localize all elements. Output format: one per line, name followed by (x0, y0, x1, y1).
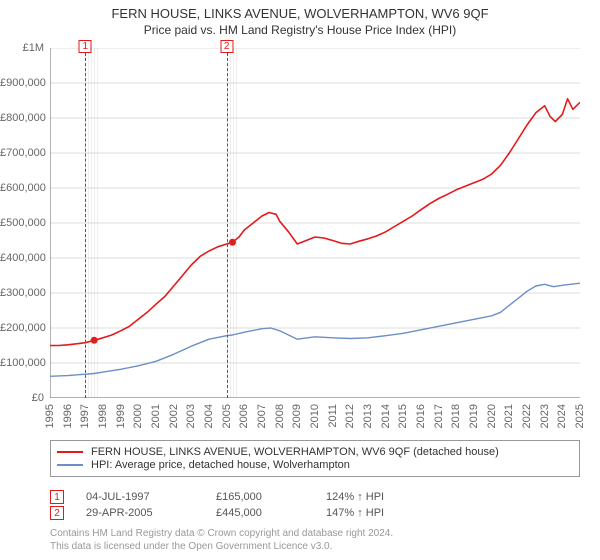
y-tick-label: £200,000 (0, 322, 44, 334)
y-tick-label: £800,000 (0, 112, 44, 124)
sale-row: 1 04-JUL-1997£165,000124% ↑ HPI (50, 490, 580, 504)
legend-item: HPI: Average price, detached house, Wolv… (57, 459, 573, 471)
sale-marker-line (85, 48, 86, 398)
sale-price: £165,000 (216, 491, 326, 503)
y-tick-label: £500,000 (0, 217, 44, 229)
x-tick-label: 2024 (556, 404, 568, 428)
footer-line-2: This data is licensed under the Open Gov… (50, 541, 580, 554)
x-tick-label: 2014 (380, 404, 392, 428)
y-tick-label: £600,000 (0, 182, 44, 194)
x-tick-label: 2022 (521, 404, 533, 428)
legend-swatch (57, 451, 83, 453)
x-tick-label: 2016 (415, 404, 427, 428)
x-tick-label: 1995 (44, 404, 56, 428)
y-tick-label: £400,000 (0, 252, 44, 264)
sale-period-band (85, 48, 99, 398)
x-tick-label: 1996 (62, 404, 74, 428)
sale-vs-hpi: 124% ↑ HPI (326, 491, 384, 503)
x-tick-label: 2009 (291, 404, 303, 428)
x-tick-label: 2015 (397, 404, 409, 428)
x-tick-label: 2012 (344, 404, 356, 428)
x-tick-label: 2000 (132, 404, 144, 428)
x-tick-label: 2008 (274, 404, 286, 428)
sale-date: 04-JUL-1997 (86, 491, 216, 503)
legend-box: FERN HOUSE, LINKS AVENUE, WOLVERHAMPTON,… (50, 440, 580, 477)
x-tick-label: 2021 (503, 404, 515, 428)
legend-label: FERN HOUSE, LINKS AVENUE, WOLVERHAMPTON,… (91, 446, 499, 458)
x-tick-label: 2017 (433, 404, 445, 428)
y-tick-label: £300,000 (0, 287, 44, 299)
chart-title: FERN HOUSE, LINKS AVENUE, WOLVERHAMPTON,… (0, 6, 600, 21)
x-tick-label: 2006 (238, 404, 250, 428)
sale-period-band (227, 48, 238, 398)
legend-label: HPI: Average price, detached house, Wolv… (91, 459, 350, 471)
x-tick-label: 2005 (221, 404, 233, 428)
sale-row: 2 29-APR-2005£445,000147% ↑ HPI (50, 506, 580, 520)
x-tick-label: 2003 (185, 404, 197, 428)
sale-vs-hpi: 147% ↑ HPI (326, 507, 384, 519)
x-tick-label: 2025 (574, 404, 586, 428)
x-tick-label: 2019 (468, 404, 480, 428)
sales-table: 1 04-JUL-1997£165,000124% ↑ HPI 2 29-APR-20… (50, 488, 580, 522)
x-tick-label: 2004 (203, 404, 215, 428)
x-tick-label: 2001 (150, 404, 162, 428)
x-tick-label: 2007 (256, 404, 268, 428)
x-tick-label: 2013 (362, 404, 374, 428)
x-tick-label: 2023 (539, 404, 551, 428)
sale-row-marker: 2 (50, 506, 64, 520)
legend-swatch (57, 464, 83, 466)
x-tick-label: 2020 (486, 404, 498, 428)
x-tick-label: 2011 (327, 404, 339, 428)
x-tick-label: 2010 (309, 404, 321, 428)
plot-svg (50, 48, 580, 398)
footer-line-1: Contains HM Land Registry data © Crown c… (50, 528, 580, 541)
sale-marker-label: 1 (79, 40, 92, 53)
titles: FERN HOUSE, LINKS AVENUE, WOLVERHAMPTON,… (0, 0, 600, 37)
y-tick-label: £0 (0, 392, 44, 404)
chart-area: 12 (50, 48, 580, 398)
chart-subtitle: Price paid vs. HM Land Registry's House … (0, 23, 600, 37)
x-tick-label: 1998 (97, 404, 109, 428)
sale-row-marker: 1 (50, 490, 64, 504)
x-tick-label: 1997 (79, 404, 91, 428)
y-tick-label: £700,000 (0, 147, 44, 159)
y-tick-label: £900,000 (0, 77, 44, 89)
x-tick-label: 2018 (450, 404, 462, 428)
y-tick-label: £1M (0, 42, 44, 54)
sale-marker-label: 2 (220, 40, 233, 53)
sale-date: 29-APR-2005 (86, 507, 216, 519)
y-tick-label: £100,000 (0, 357, 44, 369)
chart-container: FERN HOUSE, LINKS AVENUE, WOLVERHAMPTON,… (0, 0, 600, 560)
sale-marker-line (227, 48, 228, 398)
footer-attribution: Contains HM Land Registry data © Crown c… (50, 528, 580, 553)
legend-item: FERN HOUSE, LINKS AVENUE, WOLVERHAMPTON,… (57, 446, 573, 458)
sale-price: £445,000 (216, 507, 326, 519)
x-tick-label: 1999 (115, 404, 127, 428)
x-tick-label: 2002 (168, 404, 180, 428)
